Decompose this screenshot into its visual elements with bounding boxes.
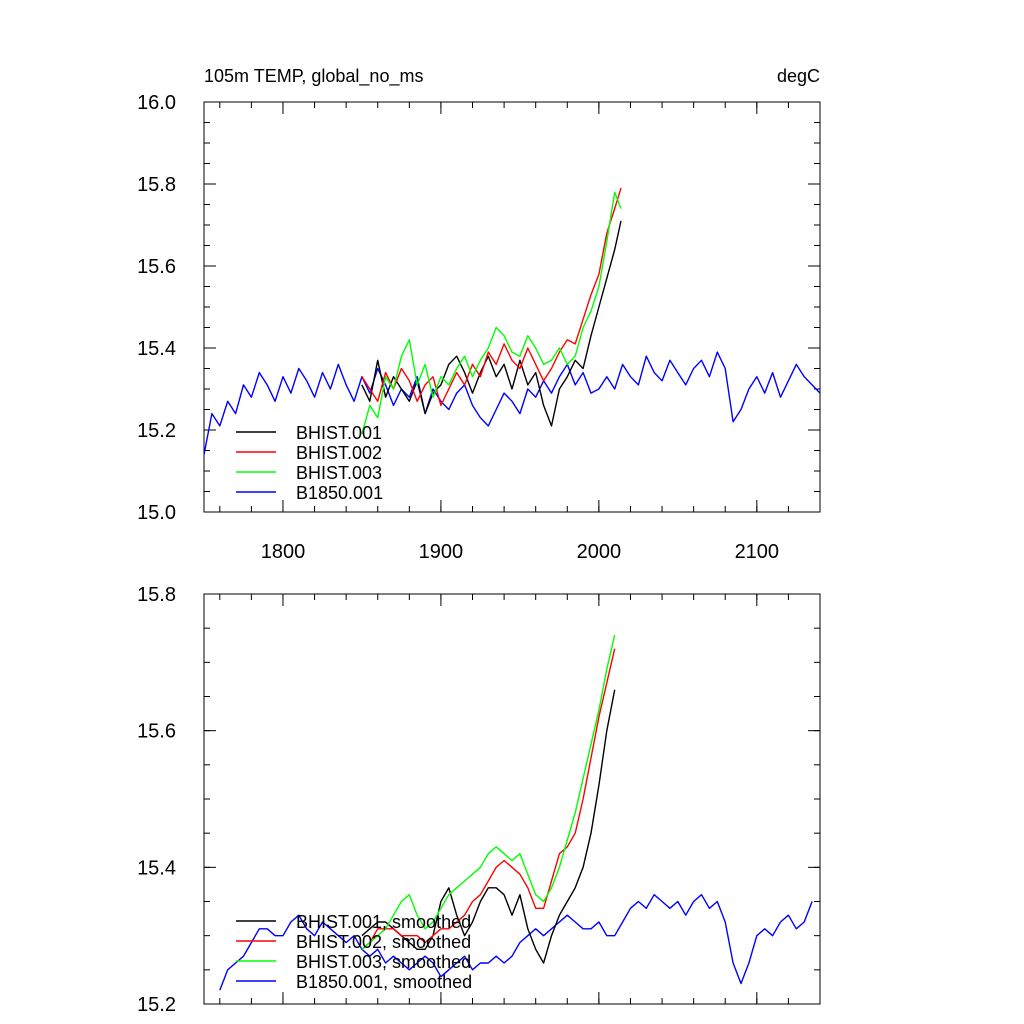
series-line-3 bbox=[361, 191, 622, 435]
y-tick-label: 15.2 bbox=[137, 994, 176, 1016]
y-tick-label: 16.0 bbox=[137, 92, 176, 114]
series-line-4 bbox=[204, 351, 820, 455]
y-tick-label: 15.8 bbox=[137, 584, 176, 606]
series-line-2 bbox=[361, 648, 616, 950]
y-tick-label: 15.4 bbox=[137, 857, 176, 879]
series-line-1 bbox=[361, 220, 622, 427]
series-line-3 bbox=[361, 634, 616, 950]
top-panel: 1800 1900 2000 2100 15.0 15.2 15.4 15.6 15.8 16.0… bbox=[137, 92, 821, 563]
legend-label: BHIST.003 bbox=[296, 463, 382, 483]
legend-label: BHIST.001 bbox=[296, 423, 382, 443]
legend-label: B1850.001, smoothed bbox=[296, 972, 472, 992]
y-tick-label: 15.8 bbox=[137, 174, 176, 196]
series-line-1 bbox=[361, 689, 616, 964]
y-tick-label: 15.4 bbox=[137, 338, 176, 360]
legend-label: BHIST.002, smoothed bbox=[296, 932, 471, 952]
x-tick-label: 1900 bbox=[419, 541, 464, 563]
x-tick-label: 1800 bbox=[261, 541, 306, 563]
legend-label: BHIST.003, smoothed bbox=[296, 952, 471, 972]
series-line-4 bbox=[219, 894, 813, 991]
legend-label: BHIST.002 bbox=[296, 443, 382, 463]
legend-label: BHIST.001, smoothed bbox=[296, 912, 471, 932]
chart-units: degC bbox=[777, 66, 820, 86]
series-line-2 bbox=[361, 187, 622, 407]
x-tick-label: 2000 bbox=[577, 541, 622, 563]
legend-label: B1850.001 bbox=[296, 483, 383, 503]
chart-title: 105m TEMP, global_no_ms bbox=[204, 66, 423, 87]
y-tick-label: 15.0 bbox=[137, 502, 176, 524]
y-tick-label: 15.2 bbox=[137, 420, 176, 442]
y-tick-label: 15.6 bbox=[137, 721, 176, 743]
y-tick-label: 15.6 bbox=[137, 256, 176, 278]
x-tick-label: 2100 bbox=[735, 541, 780, 563]
